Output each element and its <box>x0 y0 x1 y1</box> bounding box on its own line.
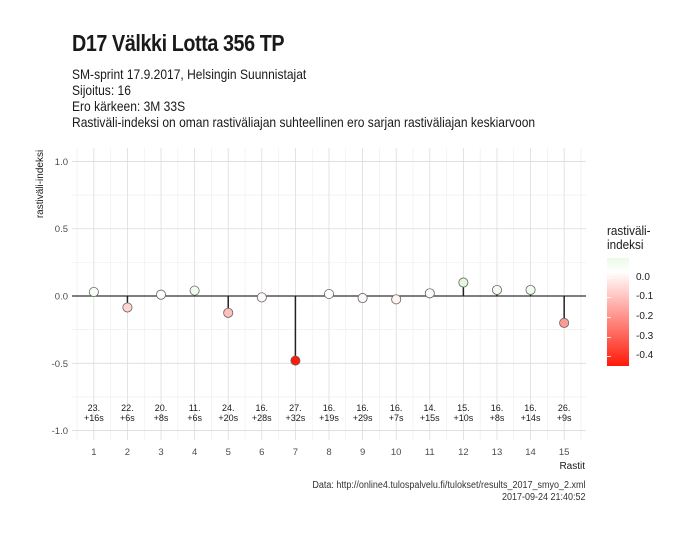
legend-colorbar <box>607 258 629 366</box>
legend-title-line1: rastiväli- <box>607 223 651 238</box>
y-tick-label: -1.0 <box>52 426 68 437</box>
legend-tick-mark <box>607 316 611 318</box>
subtitle-gap: Ero kärkeen: 3M 33S <box>72 98 186 114</box>
caption-source: Data: http://online4.tulospalvelu.fi/tul… <box>312 480 586 491</box>
x-tick-label: 11 <box>425 447 435 458</box>
annotation-behind: +7s <box>389 413 404 423</box>
annotation-rank: 14. <box>424 403 437 413</box>
legend-title-line2: indeksi <box>607 237 644 252</box>
chart-title: D17 Välkki Lotta 356 TP <box>72 30 285 56</box>
annotation-rank: 16. <box>524 403 537 413</box>
points <box>88 277 570 366</box>
legend-tick-mark <box>607 297 611 299</box>
x-tick-label: 12 <box>458 447 469 458</box>
legend-title: rastiväli- indeksi <box>607 224 651 252</box>
data-point <box>424 288 435 299</box>
data-point <box>525 284 536 295</box>
data-point <box>88 286 99 297</box>
legend-tick-label: -0.3 <box>636 330 654 342</box>
annotation-rank: 15. <box>457 403 470 413</box>
x-tick-label: 13 <box>492 447 503 458</box>
y-tick-label: -0.5 <box>52 359 68 370</box>
annotation-behind: +20s <box>218 413 238 423</box>
annotations: 23.+16s22.+6s20.+8s11.+6s24.+20s16.+28s2… <box>84 403 572 423</box>
subtitle-placement: Sijoitus: 16 <box>72 82 131 98</box>
annotation-rank: 16. <box>491 403 504 413</box>
annotation-behind: +10s <box>453 413 473 423</box>
annotation-rank: 26. <box>558 403 571 413</box>
annotation-behind: +15s <box>420 413 440 423</box>
data-point <box>189 285 200 296</box>
annotation-behind: +8s <box>154 413 169 423</box>
data-point <box>391 294 402 305</box>
data-point <box>256 292 267 303</box>
data-point <box>156 289 167 300</box>
data-point <box>122 302 133 313</box>
annotation-rank: 16. <box>323 403 336 413</box>
annotation-behind: +6s <box>187 413 202 423</box>
annotation-behind: +29s <box>353 413 373 423</box>
subtitle-event: SM-sprint 17.9.2017, Helsingin Suunnista… <box>72 66 307 82</box>
annotation-behind: +19s <box>319 413 339 423</box>
annotation-behind: +16s <box>84 413 104 423</box>
x-tick-label: 15 <box>559 447 570 458</box>
y-axis-label: rastiväli-indeksi <box>35 150 46 218</box>
subtitle-description: Rastiväli-indeksi on oman rastiväliajan … <box>72 114 536 130</box>
x-tick-label: 4 <box>192 447 197 458</box>
legend-tick-mark <box>607 336 611 338</box>
annotation-rank: 20. <box>155 403 168 413</box>
x-tick-label: 14 <box>525 447 536 458</box>
annotation-rank: 27. <box>289 403 302 413</box>
legend-tick-label: -0.2 <box>636 310 654 322</box>
x-tick-label: 10 <box>391 447 402 458</box>
annotation-rank: 23. <box>88 403 101 413</box>
annotation-behind: +8s <box>490 413 505 423</box>
annotation-rank: 16. <box>256 403 269 413</box>
y-tick-label: 1.0 <box>55 157 68 168</box>
data-point <box>458 277 469 288</box>
annotation-rank: 16. <box>390 403 403 413</box>
x-tick-label: 6 <box>259 447 264 458</box>
legend-tick-mark <box>607 356 611 358</box>
legend-tick-label: -0.4 <box>636 350 654 362</box>
y-tick-label: 0.0 <box>55 292 68 303</box>
y-tick-label: 0.5 <box>55 224 68 235</box>
chart-caption: Data: http://online4.tulospalvelu.fi/tul… <box>313 480 586 504</box>
chart-subtitle: SM-sprint 17.9.2017, Helsingin Suunnista… <box>72 66 535 130</box>
x-tick-label: 2 <box>125 447 130 458</box>
annotation-behind: +28s <box>252 413 272 423</box>
data-point <box>223 307 234 318</box>
caption-timestamp: 2017-09-24 21:40:52 <box>502 492 586 503</box>
legend-tick-mark <box>607 277 611 279</box>
annotation-behind: +9s <box>557 413 572 423</box>
x-tick-label: 9 <box>360 447 365 458</box>
x-axis-label: Rastit <box>559 461 585 472</box>
data-point <box>323 288 334 299</box>
data-point <box>559 317 570 328</box>
data-point <box>491 284 502 295</box>
x-tick-label: 8 <box>326 447 331 458</box>
x-tick-label: 3 <box>158 447 163 458</box>
annotation-rank: 22. <box>121 403 134 413</box>
annotation-rank: 16. <box>356 403 369 413</box>
data-point <box>357 293 368 304</box>
x-tick-label: 7 <box>293 447 298 458</box>
x-tick-label: 5 <box>226 447 231 458</box>
x-tick-label: 1 <box>91 447 96 458</box>
annotation-behind: +6s <box>120 413 135 423</box>
annotation-behind: +14s <box>521 413 541 423</box>
legend-tick-label: 0.0 <box>636 271 650 283</box>
annotation-rank: 11. <box>189 403 201 413</box>
data-point <box>290 355 301 366</box>
legend-tick-label: -0.1 <box>636 291 654 303</box>
annotation-behind: +32s <box>286 413 306 423</box>
annotation-rank: 24. <box>222 403 235 413</box>
